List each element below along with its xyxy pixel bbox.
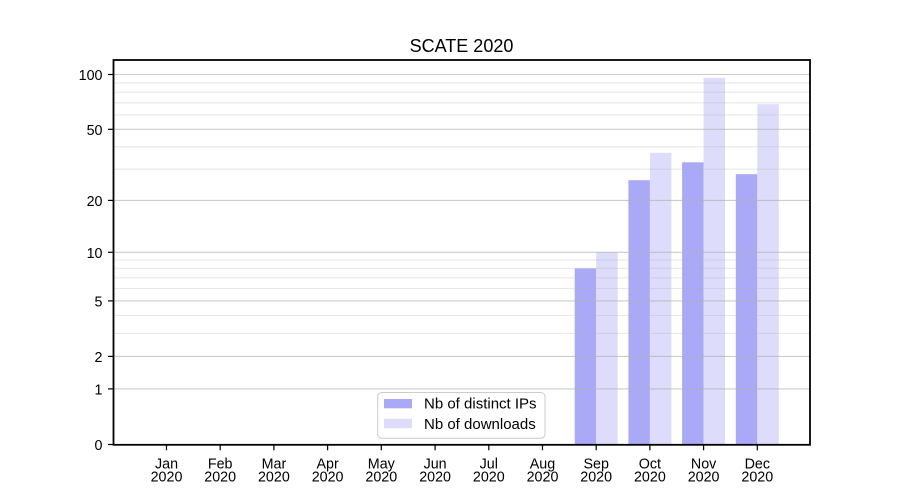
- svg-text:Feb: Feb: [208, 457, 233, 473]
- svg-text:2020: 2020: [151, 470, 183, 486]
- svg-text:2020: 2020: [741, 470, 773, 486]
- svg-text:Jun: Jun: [424, 457, 447, 473]
- svg-text:2020: 2020: [365, 470, 397, 486]
- svg-text:2020: 2020: [580, 470, 612, 486]
- svg-text:2020: 2020: [258, 470, 290, 486]
- svg-text:Nb of downloads: Nb of downloads: [424, 416, 536, 433]
- svg-text:0: 0: [95, 438, 103, 454]
- svg-text:SCATE 2020: SCATE 2020: [410, 36, 514, 56]
- svg-text:5: 5: [95, 294, 103, 310]
- svg-text:1: 1: [95, 382, 103, 398]
- svg-text:Mar: Mar: [262, 457, 287, 473]
- svg-text:100: 100: [79, 68, 103, 84]
- svg-text:Nb of distinct IPs: Nb of distinct IPs: [424, 396, 537, 413]
- svg-text:10: 10: [87, 246, 103, 262]
- svg-text:50: 50: [87, 123, 103, 139]
- svg-text:Nov: Nov: [691, 457, 717, 473]
- svg-text:2020: 2020: [312, 470, 344, 486]
- svg-text:Dec: Dec: [745, 457, 770, 473]
- svg-text:2020: 2020: [634, 470, 666, 486]
- svg-text:May: May: [368, 457, 396, 473]
- svg-text:20: 20: [87, 194, 103, 210]
- svg-text:Aug: Aug: [530, 457, 555, 473]
- svg-text:Apr: Apr: [316, 457, 338, 473]
- svg-text:Sep: Sep: [583, 457, 608, 473]
- svg-text:2020: 2020: [688, 470, 720, 486]
- svg-text:2020: 2020: [473, 470, 505, 486]
- svg-text:Jan: Jan: [155, 457, 178, 473]
- svg-text:2020: 2020: [204, 470, 236, 486]
- svg-text:2020: 2020: [419, 470, 451, 486]
- svg-text:2: 2: [95, 350, 103, 366]
- svg-text:2020: 2020: [527, 470, 559, 486]
- svg-text:Jul: Jul: [480, 457, 498, 473]
- svg-text:Oct: Oct: [639, 457, 661, 473]
